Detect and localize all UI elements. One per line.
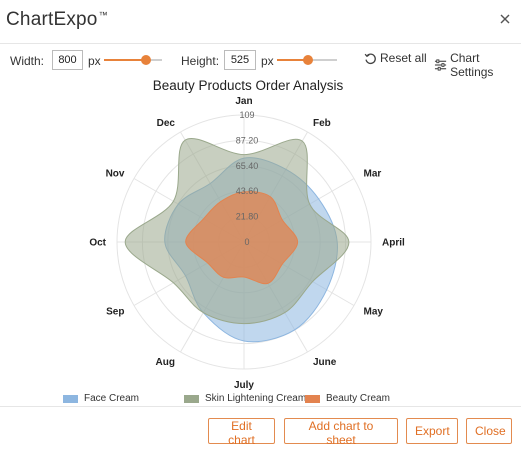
width-label: Width: [10,54,45,68]
add-chart-to-sheet-button[interactable]: Add chart to sheet [284,418,398,447]
scale-label: 109 [239,110,254,120]
chart-settings-button[interactable]: Chart Settings [434,51,521,79]
width-input[interactable] [52,50,83,70]
reset-all-button[interactable]: Reset all [364,51,427,65]
legend-swatch-beauty-cream [305,394,320,403]
export-button[interactable]: Export [406,418,458,444]
action-bar: Edit chart Add chart to sheet Export Clo… [0,406,521,455]
trademark-mark: ™ [98,9,108,20]
legend-label-beauty-cream: Beauty Cream [326,393,390,404]
reset-icon [364,53,376,64]
scale-label: 43.60 [236,186,259,196]
legend-item-beauty-cream[interactable]: Beauty Cream [305,393,390,404]
scale-label: 87.20 [236,135,259,145]
height-input[interactable] [224,50,256,70]
legend-item-skin-lightening-cream[interactable]: Skin Lightening Cream [184,393,306,404]
close-icon[interactable] [497,11,513,27]
axis-label-feb: Feb [313,118,331,129]
app-title: ChartExpo™ [6,9,108,31]
height-slider-thumb[interactable] [303,55,314,65]
size-toolbar: Width: px Height: px Reset all Chart Set… [0,48,521,79]
chart-title: Beauty Products Order Analysis [152,78,344,93]
scale-label: 65.40 [236,161,259,171]
chart-settings-label: Chart Settings [450,51,494,79]
legend-label-skin-lightening-cream: Skin Lightening Cream [205,393,307,404]
chart-legend: Face Cream Skin Lightening Cream Beauty … [0,393,521,407]
axis-label-april: April [382,238,405,249]
axis-label-aug: Aug [156,357,175,368]
axis-label-may: May [364,307,384,318]
axis-label-nov: Nov [106,169,125,180]
width-unit: px [88,54,101,68]
sliders-icon [434,59,447,71]
axis-label-oct: Oct [89,238,106,249]
axis-label-june: June [313,357,337,368]
close-button[interactable]: Close [466,418,512,444]
axis-label-jan: Jan [235,96,252,107]
edit-chart-button[interactable]: Edit chart [208,418,275,447]
title-bar: ChartExpo™ [0,0,521,44]
legend-item-face-cream[interactable]: Face Cream [63,393,139,404]
legend-swatch-face-cream [63,394,78,403]
width-slider-thumb[interactable] [141,55,152,65]
scale-label: 21.80 [236,212,259,222]
legend-swatch-skin-lightening-cream [184,394,199,403]
axis-label-sep: Sep [106,307,124,318]
width-slider[interactable] [104,55,162,65]
height-slider-fill [277,59,309,61]
height-label: Height: [181,54,220,68]
width-slider-fill [104,59,147,61]
scale-label: 0 [244,237,249,247]
series-area-beauty-cream [185,191,299,285]
axis-label-july: July [234,380,254,391]
height-unit: px [261,54,274,68]
axis-label-dec: Dec [157,118,176,129]
height-slider[interactable] [277,55,337,65]
reset-all-label: Reset all [380,51,427,65]
app-title-text: ChartExpo [6,9,98,30]
axis-label-mar: Mar [364,169,382,180]
legend-label-face-cream: Face Cream [84,393,140,404]
